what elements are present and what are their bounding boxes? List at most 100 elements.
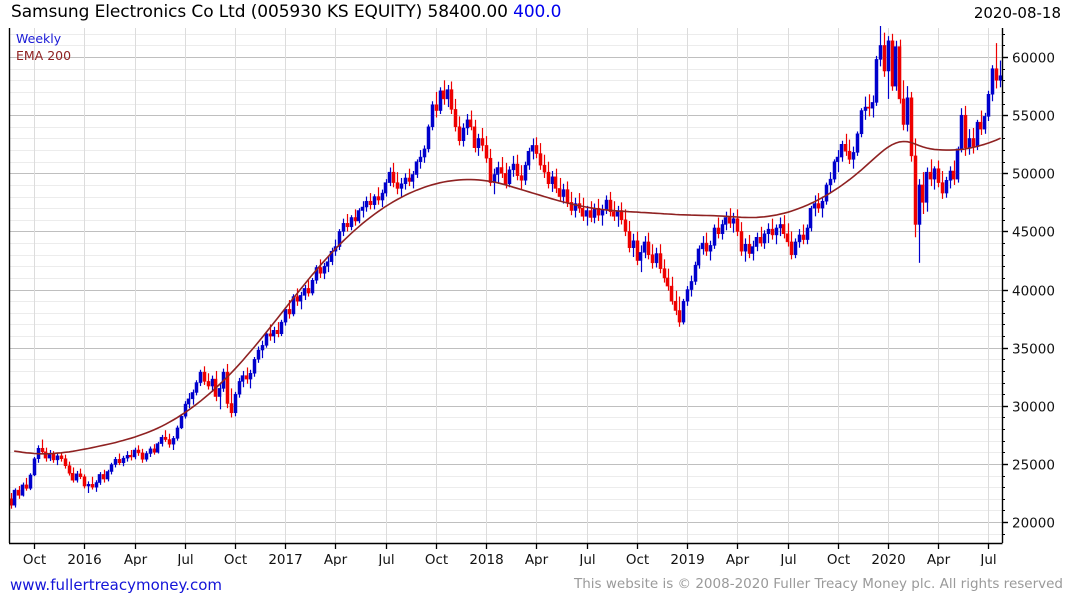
y-axis-tick-label: 20000	[1012, 516, 1055, 532]
candle-body	[465, 119, 470, 129]
candle-body	[569, 202, 574, 211]
candle-body	[704, 242, 709, 252]
candle-body	[233, 393, 238, 414]
candle-body	[944, 180, 949, 194]
candle-body	[789, 241, 794, 255]
candle-body	[866, 106, 871, 109]
candle-body	[237, 381, 242, 395]
candle-body	[155, 443, 160, 453]
candle-body	[936, 168, 941, 183]
candle-body	[271, 330, 276, 337]
candle-body	[685, 289, 690, 302]
candle-body	[847, 150, 852, 160]
candle-body	[503, 173, 508, 185]
candle-body	[94, 482, 99, 488]
x-axis-tick-label: 2018	[469, 552, 503, 566]
candle-body	[12, 489, 17, 506]
candle-body	[279, 321, 284, 334]
candle-body	[909, 97, 914, 157]
candle-body	[457, 126, 462, 142]
candle-body	[986, 94, 991, 117]
candle-body	[928, 171, 933, 180]
candle-body	[832, 161, 837, 180]
x-axis-tick-label: Apr	[324, 552, 348, 566]
site-url[interactable]: www.fullertreacymoney.com	[10, 576, 223, 594]
candle-body	[731, 218, 736, 224]
candle-body	[797, 234, 802, 243]
candle-body	[611, 211, 616, 217]
candle-body	[592, 207, 597, 218]
candle-body	[584, 210, 589, 217]
candle-body	[186, 398, 191, 405]
candle-body	[781, 224, 786, 235]
candle-body	[542, 164, 547, 173]
candle-body	[217, 388, 222, 397]
candle-body	[190, 392, 195, 400]
candle-body	[430, 104, 435, 128]
candle-body	[863, 106, 868, 111]
candle-body	[90, 484, 95, 488]
candle-body	[971, 138, 976, 147]
candle-body	[677, 310, 682, 323]
candle-body	[519, 175, 524, 181]
candle-body	[16, 489, 21, 496]
candle-body	[700, 242, 705, 250]
chart-date: 2020-08-18	[973, 4, 1061, 22]
candle-body	[507, 169, 512, 185]
candle-body	[623, 219, 628, 232]
candle-body	[982, 116, 987, 130]
candle-body	[727, 217, 732, 224]
candle-body	[565, 189, 570, 203]
candle-body	[426, 126, 431, 150]
legend-frequency-label: Weekly	[16, 31, 62, 46]
candle-body	[515, 163, 520, 176]
y-axis-tick-label: 50000	[1012, 167, 1055, 183]
candle-body	[747, 243, 752, 254]
candle-body	[128, 454, 133, 458]
candle-body	[720, 224, 725, 235]
x-axis-tick-label: Jul	[578, 552, 595, 566]
candle-body	[101, 474, 106, 480]
candle-body	[696, 248, 701, 266]
candle-body	[121, 457, 126, 464]
price-chart[interactable]: 20000 25000 30000 35000 40000 45000 50000 55000…	[0, 26, 1075, 566]
candle-body	[163, 436, 168, 440]
chart-canvas[interactable]: 20000 25000 30000 35000 40000 45000 50000 55000…	[0, 26, 1075, 566]
candle-body	[383, 182, 388, 194]
x-axis-tick-label: Oct	[224, 552, 247, 566]
candle-body	[310, 280, 315, 294]
candle-body	[97, 474, 102, 483]
candle-body	[638, 252, 643, 261]
x-axis-tick-label: Jul	[979, 552, 996, 566]
y-axis-tick-label: 55000	[1012, 109, 1055, 125]
candle-body	[774, 227, 779, 236]
y-axis-tick-label: 35000	[1012, 342, 1055, 358]
candle-body	[955, 148, 960, 180]
candle-body	[843, 144, 848, 152]
candle-body	[951, 170, 956, 180]
candle-body	[793, 241, 798, 255]
candle-body	[229, 403, 234, 414]
candle-body	[897, 46, 902, 100]
candle-body	[152, 448, 157, 453]
candle-body	[368, 200, 373, 205]
candle-body	[604, 199, 609, 210]
candle-body	[778, 224, 783, 229]
candle-body	[117, 459, 122, 464]
candle-body	[341, 223, 346, 232]
candle-body	[561, 189, 566, 197]
candle-body	[256, 349, 261, 360]
candle-body	[654, 253, 659, 264]
candle-body	[322, 266, 327, 274]
y-axis-tick-label: 40000	[1012, 284, 1055, 300]
x-axis-tick-label: 2016	[67, 552, 101, 566]
candle-body	[758, 237, 763, 244]
candle-body	[318, 267, 323, 274]
candle-body	[63, 458, 68, 466]
candle-body	[658, 253, 663, 269]
candle-body	[588, 210, 593, 218]
candle-body	[963, 114, 968, 148]
y-axis-tick-label: 45000	[1012, 225, 1055, 241]
candle-body	[179, 416, 184, 429]
candlestick-series[interactable]	[9, 26, 1003, 509]
